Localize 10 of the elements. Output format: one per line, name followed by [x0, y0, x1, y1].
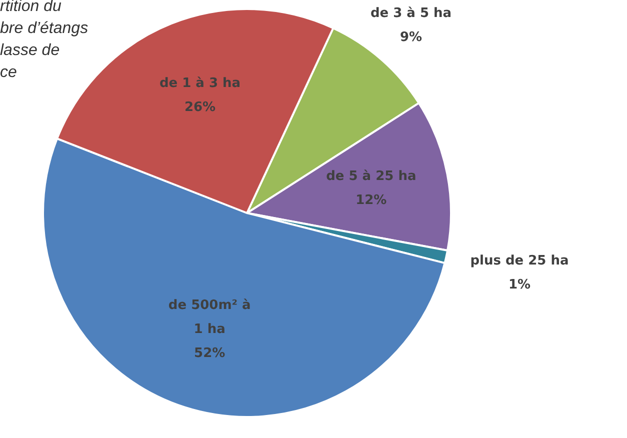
data-label: 9%: [400, 30, 422, 46]
slice-label: plus de 25 ha: [470, 253, 569, 268]
data-label: 26%: [184, 100, 216, 115]
slice-label: de 3 à 5 ha: [370, 6, 452, 22]
data-label: 52%: [194, 346, 226, 361]
slice-label: de 5 à 25 ha: [326, 169, 416, 184]
slice-label: de 1 à 3 ha: [159, 76, 241, 91]
data-label: 12%: [356, 193, 387, 208]
data-label: 1%: [508, 277, 531, 292]
slice-label: de 500m² à 1 ha: [168, 298, 251, 337]
